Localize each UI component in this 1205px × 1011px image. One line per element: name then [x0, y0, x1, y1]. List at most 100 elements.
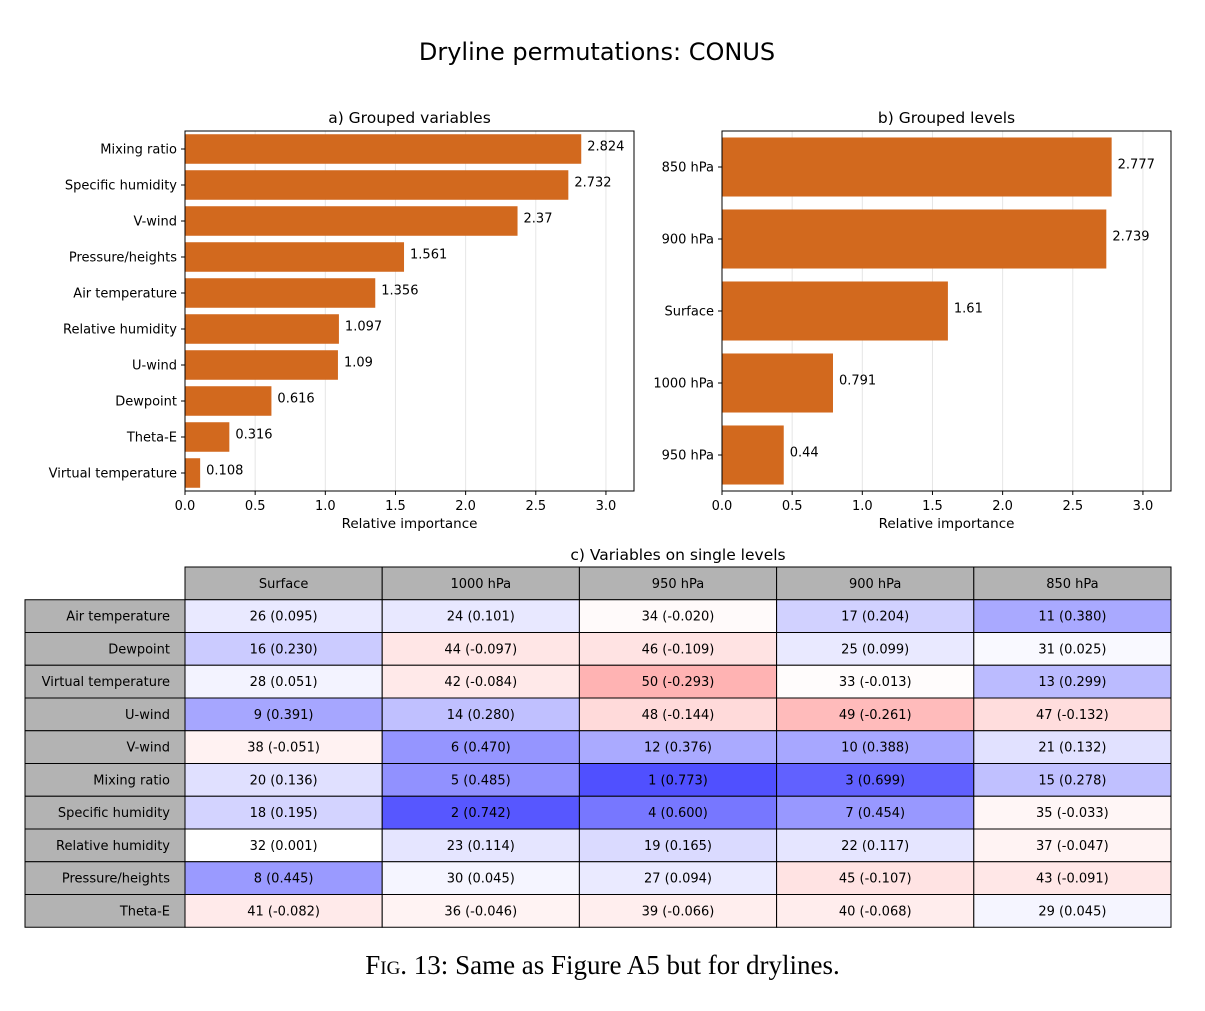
table-cell — [184, 730, 383, 764]
table-row-label: V-wind — [126, 741, 170, 756]
table-row-label: Mixing ratio — [93, 773, 170, 788]
table-row-label: U-wind — [125, 708, 170, 723]
panel-b-xtick-label: 2.5 — [1062, 499, 1083, 514]
panel-a-bar — [185, 314, 339, 344]
table-cell-text: 25 (0.099) — [841, 642, 909, 657]
table-row-header-cell — [24, 894, 186, 928]
panel-a-bar — [185, 242, 405, 272]
table-row-header-cell — [24, 697, 186, 732]
panel-b-category-label: 950 hPa — [662, 449, 714, 464]
table-column-header: 850 hPa — [1046, 577, 1098, 592]
table-header-cell — [184, 566, 383, 601]
panel-a-category-label: Theta-E — [126, 431, 177, 446]
panel-a-value-label: 2.824 — [587, 140, 624, 155]
table-cell — [381, 763, 580, 797]
table-header-cell — [776, 566, 975, 601]
table-cell-text: 49 (-0.261) — [839, 708, 912, 723]
table-cell-text: 6 (0.470) — [451, 741, 511, 756]
table-row-label: Relative humidity — [56, 839, 170, 854]
table-cell — [381, 861, 580, 895]
panel-a-xlabel: Relative importance — [342, 516, 478, 532]
panel-b-bar — [722, 209, 1107, 269]
panel-b-bar — [722, 353, 833, 413]
table-cell — [184, 894, 383, 928]
panel-a-value-label: 2.732 — [574, 176, 611, 191]
panel-a-xtick-label: 1.5 — [385, 499, 406, 514]
table-cell — [973, 730, 1172, 764]
panel-b-xtick-label: 1.5 — [922, 499, 943, 514]
table-cell — [776, 861, 975, 895]
panel-a-category-label: Dewpoint — [115, 395, 177, 410]
table-cell — [578, 894, 778, 928]
table-row-label: Theta-E — [119, 904, 170, 919]
table-cell — [776, 632, 975, 666]
panel-a-bar — [185, 134, 582, 164]
table-cell — [776, 795, 975, 830]
table-cell-text: 19 (0.165) — [644, 839, 712, 854]
table-cell-text: 14 (0.280) — [447, 708, 515, 723]
table-cell — [973, 599, 1172, 633]
panel-b-category-label: Surface — [664, 305, 714, 320]
panel-a-xtick-label: 0.5 — [245, 499, 266, 514]
panel-a-axes-frame — [184, 130, 635, 492]
panel-a-bar — [185, 206, 518, 236]
panel-b-category-label: 900 hPa — [662, 233, 714, 248]
table-cell-text: 41 (-0.082) — [247, 904, 320, 919]
panel-b-bar — [722, 281, 948, 341]
table-cell-text: 8 (0.445) — [254, 872, 314, 887]
panel-b-xtick-label: 0.0 — [712, 499, 733, 514]
table-cell — [184, 795, 383, 830]
table-cell — [776, 763, 975, 797]
table-cell — [381, 599, 580, 633]
table-column-header: 1000 hPa — [450, 577, 511, 592]
panel-a-grouped-variables: 2.824 Mixing ratio 2.732 Specific humidity 2… — [49, 109, 635, 532]
table-cell-text: 40 (-0.068) — [839, 904, 912, 919]
table-cell-text: 44 (-0.097) — [444, 642, 517, 657]
table-cell-text: 45 (-0.107) — [839, 872, 912, 887]
table-cell-text: 50 (-0.293) — [642, 675, 715, 690]
panel-a-value-label: 1.561 — [410, 248, 447, 263]
table-cell-text: 37 (-0.047) — [1036, 839, 1109, 854]
panel-a-bar — [185, 422, 230, 452]
table-cell-text: 11 (0.380) — [1038, 610, 1106, 625]
table-cell — [973, 697, 1172, 732]
table-cell — [578, 828, 778, 863]
table-row-label: Virtual temperature — [42, 675, 170, 690]
table-cell-text: 9 (0.391) — [254, 708, 314, 723]
panel-b-value-label: 1.61 — [954, 302, 983, 317]
table-cell-text: 18 (0.195) — [250, 806, 318, 821]
table-cell-text: 20 (0.136) — [250, 773, 318, 788]
table-cell-text: 38 (-0.051) — [247, 741, 320, 756]
panel-b-xtick-label: 3.0 — [1133, 499, 1154, 514]
table-cell-text: 24 (0.101) — [447, 610, 515, 625]
panel-a-bar — [185, 170, 569, 200]
table-cell — [973, 894, 1172, 928]
table-row-label: Specific humidity — [58, 806, 170, 821]
table-cell-text: 31 (0.025) — [1038, 642, 1106, 657]
panel-b-xlabel: Relative importance — [879, 516, 1015, 532]
table-cell — [381, 730, 580, 764]
table-cell — [381, 828, 580, 863]
panel-b-title: b) Grouped levels — [878, 109, 1015, 127]
panel-b-value-label: 2.777 — [1118, 158, 1155, 173]
table-cell-text: 2 (0.742) — [451, 806, 511, 821]
panel-a-category-label: U-wind — [132, 359, 177, 374]
table-cell-text: 46 (-0.109) — [642, 642, 715, 657]
panel-a-value-label: 0.616 — [277, 392, 314, 407]
panel-b-value-label: 2.739 — [1112, 230, 1149, 245]
table-cell — [776, 664, 975, 699]
panel-a-value-label: 0.316 — [235, 428, 272, 443]
table-cell-text: 42 (-0.084) — [444, 675, 517, 690]
panel-a-category-label: Mixing ratio — [100, 143, 177, 158]
panel-a-category-label: Specific humidity — [65, 179, 177, 194]
table-row-label: Air temperature — [66, 610, 170, 625]
table-cell — [381, 697, 580, 732]
table-cell — [973, 828, 1172, 863]
table-row-header-cell — [24, 861, 186, 895]
panel-a-xtick-label: 3.0 — [596, 499, 617, 514]
table-cell-text: 21 (0.132) — [1038, 741, 1106, 756]
table-cell-text: 1 (0.773) — [648, 773, 708, 788]
table-cell-text: 3 (0.699) — [845, 773, 905, 788]
panel-a-value-label: 1.356 — [381, 284, 418, 299]
panel-a-category-label: Air temperature — [73, 287, 177, 302]
